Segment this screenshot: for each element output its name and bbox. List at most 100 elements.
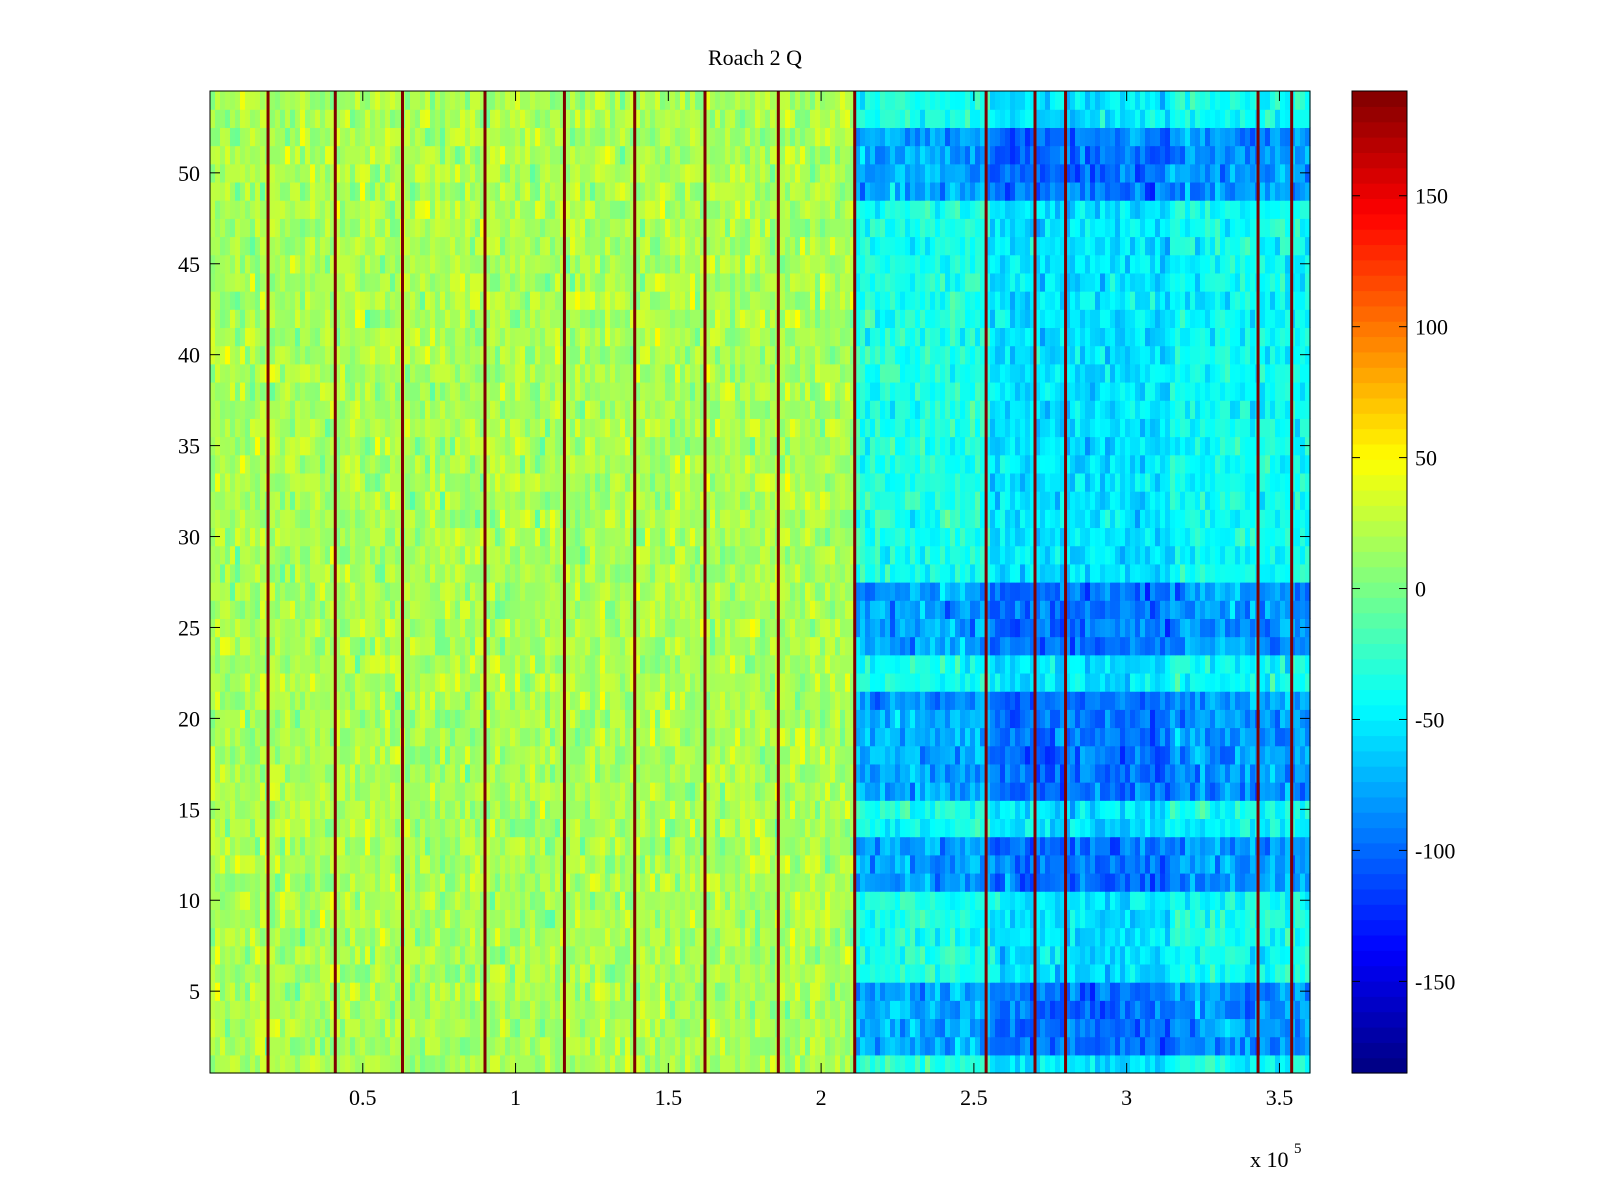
heatmap-cell — [920, 854, 926, 874]
heatmap-cell — [920, 745, 926, 765]
heatmap-cell — [1105, 691, 1111, 710]
heatmap-cell — [1230, 782, 1236, 801]
heatmap-cell — [550, 1036, 556, 1056]
heatmap-cell — [1050, 1018, 1056, 1038]
heatmap-cell — [715, 872, 721, 892]
heatmap-cell — [910, 891, 916, 910]
heatmap-cell — [390, 1036, 396, 1056]
heatmap-cell — [370, 727, 376, 747]
heatmap-cell — [965, 1036, 971, 1056]
heatmap-cell — [220, 800, 226, 820]
heatmap-cell — [1120, 927, 1126, 947]
heatmap-cell — [360, 854, 366, 874]
heatmap-cell — [765, 1000, 771, 1020]
heatmap-cell — [335, 763, 341, 783]
heatmap-cell — [970, 909, 976, 929]
heatmap-cell — [425, 1054, 431, 1074]
heatmap-cell — [340, 945, 346, 965]
heatmap-cell — [405, 1018, 411, 1038]
heatmap-cell — [640, 782, 646, 801]
heatmap-cell — [865, 891, 871, 910]
heatmap-cell — [1205, 709, 1211, 729]
heatmap-cell — [530, 872, 536, 892]
heatmap-cell — [1010, 1036, 1016, 1056]
heatmap-cell — [1055, 672, 1061, 692]
heatmap-cell — [1060, 1018, 1066, 1038]
heatmap-cell — [865, 782, 871, 801]
heatmap-cell — [375, 654, 381, 674]
heatmap-cell — [380, 818, 386, 838]
heatmap-cell — [1070, 709, 1076, 729]
heatmap-cell — [830, 1054, 836, 1074]
heatmap-cell — [1005, 909, 1011, 929]
heatmap-cell — [295, 727, 301, 747]
heatmap-cell — [890, 727, 896, 747]
heatmap-cell — [930, 982, 936, 1001]
heatmap-cell — [540, 927, 546, 947]
heatmap-cell — [740, 782, 746, 801]
heatmap-cell — [355, 727, 361, 747]
heatmap-cell — [805, 745, 811, 765]
heatmap-cell — [1080, 672, 1086, 692]
heatmap-cell — [250, 800, 256, 820]
heatmap-cell — [1005, 927, 1011, 947]
heatmap-cell — [1055, 763, 1061, 783]
heatmap-cell — [940, 1000, 946, 1020]
heatmap-cell — [575, 945, 581, 965]
heatmap-cell — [850, 854, 856, 874]
heatmap-cell — [1210, 891, 1216, 910]
heatmap-cell — [1015, 818, 1021, 838]
heatmap-cell — [1150, 691, 1156, 710]
heatmap-cell — [635, 927, 641, 947]
heatmap-cell — [635, 872, 641, 892]
heatmap-cell — [390, 654, 396, 674]
heatmap-cell — [1245, 854, 1251, 874]
heatmap-cell — [1155, 1018, 1161, 1038]
heatmap-cell — [1030, 854, 1036, 874]
heatmap-cell — [1285, 909, 1291, 929]
heatmap-cell — [635, 945, 641, 965]
heatmap-cell — [985, 672, 991, 692]
heatmap-cell — [1180, 763, 1186, 783]
heatmap-cell — [650, 709, 656, 729]
heatmap-cell — [230, 963, 236, 983]
heatmap-cell — [690, 672, 696, 692]
heatmap-cell — [245, 691, 251, 710]
heatmap-cell — [1190, 945, 1196, 965]
heatmap-cell — [1190, 1054, 1196, 1074]
heatmap-cell — [365, 909, 371, 929]
heatmap-cell — [290, 927, 296, 947]
heatmap-cell — [380, 727, 386, 747]
heatmap-cell — [375, 909, 381, 929]
heatmap-cell — [480, 963, 486, 983]
heatmap-cell — [425, 654, 431, 674]
heatmap-cell — [1000, 927, 1006, 947]
heatmap-cell — [650, 982, 656, 1001]
heatmap-cell — [1265, 872, 1271, 892]
heatmap-cell — [870, 727, 876, 747]
heatmap-cell — [745, 963, 751, 983]
heatmap-cell — [1180, 891, 1186, 910]
heatmap-cell — [435, 1036, 441, 1056]
heatmap-cell — [630, 745, 636, 765]
heatmap-cell — [215, 927, 221, 947]
heatmap-cell — [1220, 982, 1226, 1001]
heatmap-cell — [740, 927, 746, 947]
heatmap-cell — [765, 1018, 771, 1038]
heatmap-cell — [330, 909, 336, 929]
heatmap-cell — [650, 763, 656, 783]
heatmap-cell — [440, 727, 446, 747]
heatmap-cell — [750, 963, 756, 983]
heatmap-cell — [350, 1054, 356, 1074]
heatmap-cell — [860, 909, 866, 929]
heatmap-cell — [920, 982, 926, 1001]
heatmap-cell — [1010, 1000, 1016, 1020]
heatmap-cell — [825, 836, 831, 856]
heatmap-cell — [350, 1000, 356, 1020]
heatmap-cell — [520, 963, 526, 983]
heatmap-cell — [750, 1000, 756, 1020]
heatmap-cell — [1070, 945, 1076, 965]
heatmap-cell — [640, 982, 646, 1001]
heatmap-cell — [1105, 1036, 1111, 1056]
heatmap-cell — [670, 891, 676, 910]
